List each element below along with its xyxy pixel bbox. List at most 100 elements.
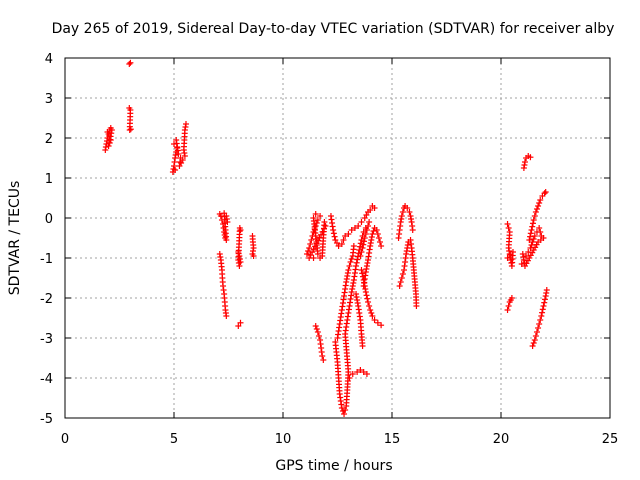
data-point bbox=[374, 231, 381, 237]
x-tick-labels: 0 5 10 15 20 25 bbox=[61, 432, 618, 447]
data-point bbox=[531, 233, 538, 239]
data-point bbox=[330, 230, 337, 237]
x-tick-label: 15 bbox=[384, 432, 401, 447]
data-point bbox=[509, 249, 516, 255]
data-point bbox=[529, 239, 536, 245]
data-point bbox=[349, 371, 356, 377]
data-point bbox=[340, 237, 347, 243]
data-point bbox=[527, 245, 534, 251]
data-point bbox=[535, 203, 542, 209]
grid-lines bbox=[65, 58, 610, 418]
data-point bbox=[518, 261, 525, 267]
data-point bbox=[361, 235, 368, 241]
data-point bbox=[541, 299, 548, 306]
data-points bbox=[102, 59, 550, 417]
y-tick-label: 0 bbox=[45, 212, 53, 227]
data-point bbox=[127, 126, 134, 133]
data-point bbox=[362, 289, 369, 295]
data-point bbox=[330, 227, 337, 233]
data-point bbox=[371, 205, 378, 211]
chart-title: Day 265 of 2019, Sidereal Day-to-day VTE… bbox=[52, 21, 615, 37]
data-point bbox=[358, 249, 365, 255]
data-point bbox=[321, 219, 328, 225]
x-tick-label: 25 bbox=[602, 432, 619, 447]
data-point bbox=[409, 227, 416, 233]
data-point bbox=[365, 223, 372, 229]
y-tick-label: -5 bbox=[40, 412, 53, 427]
data-point bbox=[345, 267, 352, 273]
data-point bbox=[533, 329, 540, 335]
data-point bbox=[351, 225, 358, 231]
data-point bbox=[107, 137, 114, 143]
data-point bbox=[310, 255, 317, 261]
data-point bbox=[537, 197, 544, 203]
data-point bbox=[237, 319, 244, 326]
data-point bbox=[354, 369, 361, 375]
data-point bbox=[105, 143, 112, 149]
data-point bbox=[371, 317, 378, 323]
data-point bbox=[342, 407, 349, 413]
data-point bbox=[539, 306, 546, 313]
data-point bbox=[378, 322, 385, 329]
data-point bbox=[360, 369, 367, 375]
y-tick-label: 2 bbox=[45, 132, 53, 147]
x-tick-label: 0 bbox=[61, 432, 69, 447]
y-axis-title: SDTVAR / TECUs bbox=[7, 181, 23, 296]
data-point bbox=[357, 253, 364, 259]
data-point bbox=[366, 219, 373, 225]
data-point bbox=[362, 231, 369, 237]
data-point bbox=[335, 243, 342, 249]
data-point bbox=[314, 217, 321, 223]
data-point bbox=[342, 233, 349, 239]
data-point bbox=[179, 157, 186, 163]
data-point bbox=[369, 231, 376, 237]
data-point bbox=[341, 411, 348, 417]
data-point bbox=[308, 237, 315, 243]
x-tick-label: 5 bbox=[170, 432, 178, 447]
data-point bbox=[363, 227, 370, 233]
data-point bbox=[106, 133, 113, 139]
data-point bbox=[303, 251, 310, 257]
data-point bbox=[317, 213, 324, 219]
plot-frame bbox=[64, 57, 611, 419]
data-point bbox=[507, 252, 514, 258]
data-point bbox=[525, 249, 532, 255]
data-point bbox=[375, 235, 382, 241]
data-point bbox=[378, 243, 385, 249]
data-point bbox=[537, 317, 544, 323]
data-point bbox=[404, 205, 411, 211]
data-point bbox=[397, 279, 404, 285]
data-point bbox=[235, 323, 242, 329]
data-point bbox=[126, 61, 133, 67]
data-point bbox=[367, 207, 374, 213]
data-point bbox=[250, 253, 257, 259]
data-point bbox=[504, 307, 511, 313]
data-point bbox=[355, 223, 362, 229]
data-point bbox=[504, 221, 511, 227]
data-point bbox=[508, 295, 515, 301]
data-point bbox=[354, 256, 361, 263]
y-tick-label: -3 bbox=[40, 332, 53, 347]
y-tick-label: 4 bbox=[45, 52, 53, 67]
data-point bbox=[530, 340, 537, 346]
data-point bbox=[536, 200, 543, 206]
data-point bbox=[305, 248, 312, 254]
data-point bbox=[541, 190, 548, 197]
data-point bbox=[358, 267, 365, 273]
data-point bbox=[368, 310, 375, 316]
data-point bbox=[505, 225, 512, 231]
data-point bbox=[361, 238, 368, 245]
data-point bbox=[399, 209, 406, 215]
data-point bbox=[126, 127, 133, 133]
data-point bbox=[348, 227, 355, 233]
data-point bbox=[529, 343, 536, 349]
data-point bbox=[104, 129, 111, 135]
data-point bbox=[528, 227, 535, 233]
data-point bbox=[358, 219, 365, 225]
data-point bbox=[526, 237, 533, 243]
y-tick-label: -1 bbox=[40, 252, 53, 267]
data-point bbox=[377, 239, 384, 245]
data-point bbox=[413, 303, 420, 309]
data-point bbox=[532, 209, 539, 215]
y-tick-label: 1 bbox=[45, 172, 53, 187]
